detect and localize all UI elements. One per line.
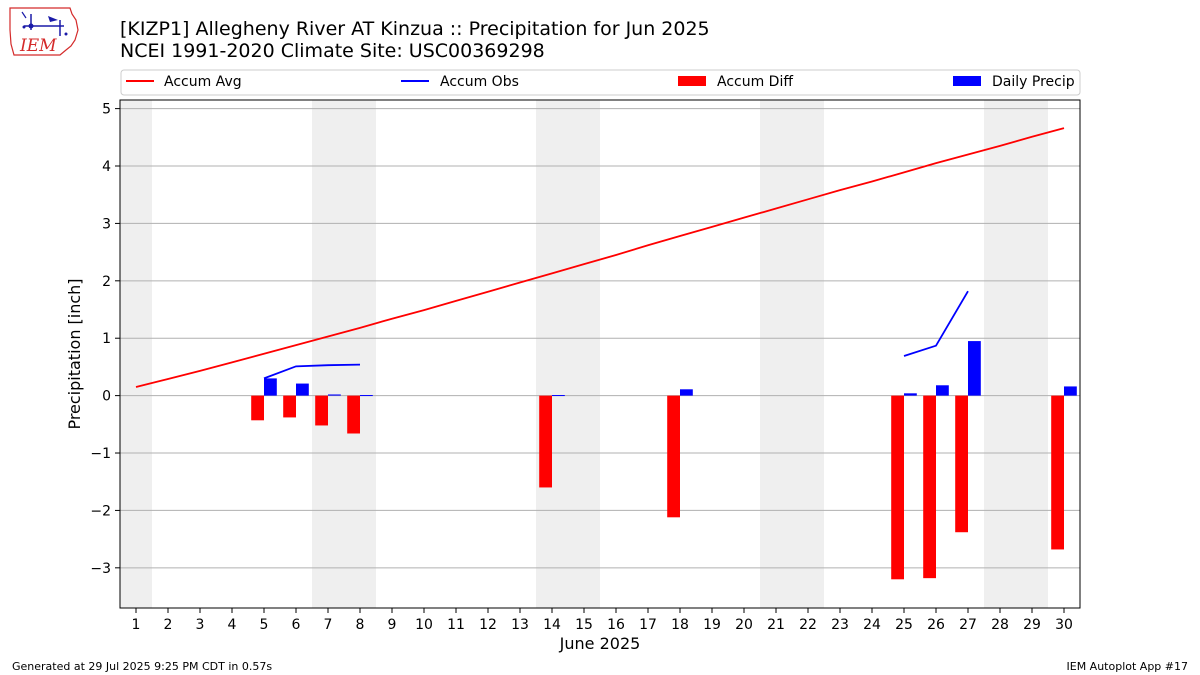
accum-diff-bar-day-6 [283, 395, 296, 418]
x-tick-label-20: 20 [735, 617, 753, 633]
x-tick-label-27: 27 [959, 617, 977, 633]
weather-station-icon [21, 11, 68, 36]
accum-obs-line-1 [903, 290, 969, 357]
legend-label-accum-diff: Accum Diff [717, 74, 793, 90]
x-tick-label-22: 22 [799, 617, 817, 633]
x-tick-label-9: 9 [388, 617, 397, 633]
x-tick-label-28: 28 [991, 617, 1009, 633]
x-tick-label-18: 18 [671, 617, 689, 633]
daily-precip-bar-day-6 [296, 383, 309, 396]
daily-precip-bar-day-25 [904, 393, 917, 396]
x-tick-label-5: 5 [260, 617, 269, 633]
legend-frame [120, 69, 1081, 96]
x-tick-label-7: 7 [324, 617, 333, 633]
y-tick-label-1: 1 [102, 331, 111, 347]
accum-diff-bar-day-27 [955, 395, 968, 533]
daily-precip-bar-day-8 [360, 395, 373, 397]
x-tick-label-14: 14 [543, 617, 561, 633]
legend-swatch-accum-diff [678, 76, 706, 86]
y-tick-label--1: −1 [90, 446, 111, 462]
x-tick-label-21: 21 [767, 617, 785, 633]
x-tick-label-3: 3 [196, 617, 205, 633]
chart-title: [KIZP1] Allegheny River AT Kinzua :: Pre… [120, 18, 710, 40]
daily-precip-bar-day-26 [936, 385, 949, 396]
y-tick-label--2: −2 [90, 503, 111, 519]
legend: Accum Avg Accum Obs Accum Diff Daily Precip [120, 69, 1081, 96]
iowa-outline-icon [9, 7, 79, 56]
y-tick-label-2: 2 [102, 274, 111, 290]
weekend-band-0 [120, 100, 152, 608]
generated-footer: Generated at 29 Jul 2025 9:25 PM CDT in … [12, 660, 272, 673]
accum-avg-line [135, 127, 1065, 388]
logo-text: IEM [19, 36, 57, 56]
weekend-band-1 [312, 100, 376, 608]
x-tick-label-30: 30 [1055, 617, 1073, 633]
y-tick-label--3: −3 [90, 561, 111, 577]
x-tick-label-12: 12 [479, 617, 497, 633]
accum-diff-bar-day-18 [667, 395, 680, 518]
plot-frame [119, 99, 1081, 609]
app-footer: IEM Autoplot App #17 [1067, 660, 1189, 673]
y-tick-label-3: 3 [102, 216, 111, 232]
weekend-band-3 [760, 100, 824, 608]
x-tick-label-23: 23 [831, 617, 849, 633]
accum-diff-bar-day-5 [251, 395, 264, 421]
x-tick-label-10: 10 [415, 617, 433, 633]
x-tick-label-13: 13 [511, 617, 529, 633]
legend-label-accum-obs: Accum Obs [440, 74, 519, 90]
daily-precip-bar-day-30 [1064, 386, 1077, 396]
x-tick-label-1: 1 [132, 617, 141, 633]
accum-diff-bar-day-25 [891, 395, 904, 580]
x-tick-label-2: 2 [164, 617, 173, 633]
y-tick-label-4: 4 [102, 159, 111, 175]
weekend-band-2 [536, 100, 600, 608]
iem-logo: IEM [9, 7, 79, 56]
x-tick-label-15: 15 [575, 617, 593, 633]
daily-precip-bar-day-7 [328, 394, 341, 396]
weekend-band-4 [984, 100, 1048, 608]
x-axis-label: June 2025 [559, 634, 641, 653]
accum-diff-bar-day-26 [923, 395, 936, 579]
x-tick-label-8: 8 [356, 617, 365, 633]
x-tick-label-17: 17 [639, 617, 657, 633]
y-tick-label-0: 0 [102, 389, 111, 405]
daily-precip-bar-day-18 [680, 389, 693, 396]
y-axis-label: Precipitation [inch] [65, 278, 84, 429]
x-tick-label-29: 29 [1023, 617, 1041, 633]
legend-label-daily-precip: Daily Precip [992, 74, 1075, 90]
y-tick-label-5: 5 [102, 102, 111, 118]
accum-diff-bar-day-14 [539, 395, 552, 488]
daily-precip-bar-day-5 [264, 378, 277, 396]
daily-precip-bar-day-14 [552, 395, 565, 397]
x-tick-label-25: 25 [895, 617, 913, 633]
x-tick-label-6: 6 [292, 617, 301, 633]
daily-precip-bar-day-27 [968, 341, 981, 396]
x-tick-label-24: 24 [863, 617, 881, 633]
x-tick-label-11: 11 [447, 617, 465, 633]
x-tick-label-4: 4 [228, 617, 237, 633]
x-tick-label-16: 16 [607, 617, 625, 633]
accum-obs-line-0 [263, 363, 361, 380]
accum-diff-bar-day-8 [347, 395, 360, 434]
legend-swatch-daily-precip [953, 76, 981, 86]
legend-label-accum-avg: Accum Avg [164, 74, 242, 90]
x-tick-label-26: 26 [927, 617, 945, 633]
accum-diff-bar-day-30 [1051, 395, 1064, 550]
chart-subtitle: NCEI 1991-2020 Climate Site: USC00369298 [120, 40, 545, 62]
accum-diff-bar-day-7 [315, 395, 328, 426]
x-tick-label-19: 19 [703, 617, 721, 633]
